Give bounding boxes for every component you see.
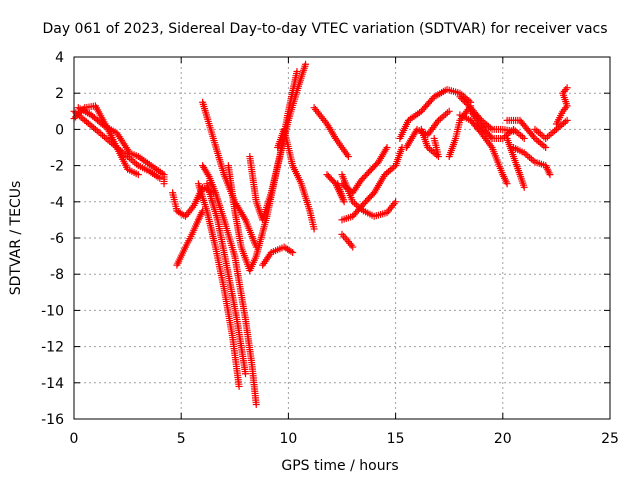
y-axis-title: SDTVAR / TECUs: [8, 181, 24, 296]
data-point: [75, 110, 83, 118]
data-point: [392, 198, 400, 206]
data-point: [242, 370, 250, 378]
data-point: [461, 97, 469, 105]
data-point: [459, 96, 467, 104]
data-point: [487, 133, 495, 141]
axis-ticks: [73, 56, 611, 420]
y-tick-label: -2: [50, 159, 64, 175]
data-point: [289, 248, 297, 256]
data-point: [520, 183, 528, 191]
data-point: [156, 174, 164, 182]
data-point: [546, 171, 554, 179]
x-tick-label: 10: [279, 431, 297, 447]
data-point: [340, 232, 348, 240]
data-point: [430, 134, 438, 142]
data-point: [462, 99, 470, 107]
x-axis-title: GPS time / hours: [281, 458, 398, 474]
y-tick-label: 4: [55, 50, 64, 66]
data-point: [73, 111, 81, 119]
data-point: [134, 171, 142, 179]
data-point: [563, 84, 571, 92]
data-point: [235, 382, 243, 390]
data-point: [180, 211, 188, 219]
y-tick-label: 2: [55, 86, 64, 102]
data-point: [338, 230, 346, 238]
y-tick-label: -6: [50, 231, 64, 247]
data-point: [310, 225, 318, 233]
y-tick-labels: 4 2 0 -2 -4 -6 -8 -10 -12 -14 -16: [41, 50, 64, 428]
data-point: [520, 134, 528, 142]
x-tick-label: 0: [70, 431, 79, 447]
data-point: [464, 101, 472, 109]
data-point: [457, 94, 465, 102]
y-tick-label: -14: [41, 376, 64, 392]
data-point: [344, 153, 352, 161]
data-point: [383, 144, 391, 151]
y-tick-label: -8: [50, 267, 64, 283]
data-point: [542, 144, 550, 151]
y-tick-label: 0: [55, 122, 64, 138]
grid: [74, 57, 610, 419]
data-point: [293, 67, 301, 75]
data-point: [302, 60, 310, 68]
data-point: [503, 180, 511, 188]
data-point: [330, 178, 338, 186]
x-tick-label: 15: [387, 431, 405, 447]
data-point: [456, 93, 464, 101]
data-point: [160, 180, 168, 188]
data-point: [530, 133, 538, 141]
data-point: [287, 247, 295, 255]
y-tick-label: -16: [41, 412, 64, 428]
data-point: [563, 116, 571, 124]
data-point: [72, 113, 80, 121]
x-tick-labels: 0 5 10 15 20 25: [70, 431, 619, 447]
data-points: [70, 60, 571, 409]
y-tick-label: -4: [50, 195, 64, 211]
x-tick-label: 25: [601, 431, 619, 447]
data-point: [252, 401, 260, 409]
chart-title: Day 061 of 2023, Sidereal Day-to-day VTE…: [42, 21, 607, 37]
y-tick-label: -10: [41, 303, 64, 319]
x-tick-label: 5: [177, 431, 186, 447]
x-tick-label: 20: [494, 431, 512, 447]
y-tick-label: -12: [41, 340, 64, 356]
data-point: [445, 107, 453, 115]
data-point: [349, 243, 357, 251]
data-point: [341, 234, 349, 242]
